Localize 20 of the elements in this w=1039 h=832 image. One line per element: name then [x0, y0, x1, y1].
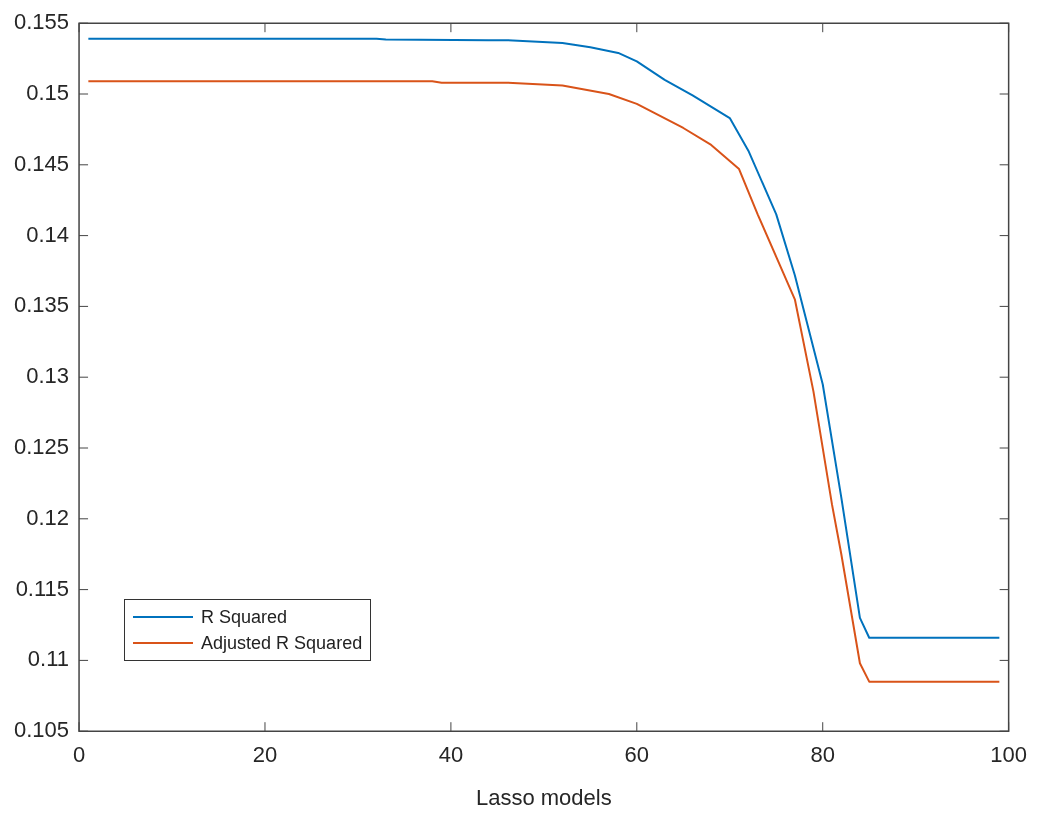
- x-tick-label: 0: [72, 742, 86, 768]
- y-tick-label: 0.14: [26, 221, 70, 247]
- x-tick-label: 100: [990, 742, 1028, 768]
- x-axis-title: Lasso models: [475, 784, 612, 810]
- x-tick-label: 20: [252, 742, 278, 768]
- y-tick-label: 0.145: [13, 150, 70, 176]
- y-tick-label: 0.15: [26, 80, 70, 106]
- y-tick-label: 0.11: [27, 646, 70, 672]
- y-tick-label: 0.12: [26, 504, 70, 530]
- x-tick-label: 60: [624, 742, 650, 768]
- legend-label: R Squared: [201, 606, 288, 628]
- y-tick-label: 0.115: [15, 575, 70, 601]
- legend-label: Adjusted R Squared: [201, 632, 363, 654]
- y-tick-label: 0.125: [13, 434, 70, 460]
- y-tick-label: 0.105: [13, 717, 70, 743]
- y-tick-label: 0.155: [13, 9, 70, 35]
- y-tick-label: 0.13: [26, 363, 70, 389]
- x-tick-label: 40: [438, 742, 464, 768]
- x-tick-label: 80: [810, 742, 835, 768]
- y-tick-label: 0.135: [13, 292, 70, 318]
